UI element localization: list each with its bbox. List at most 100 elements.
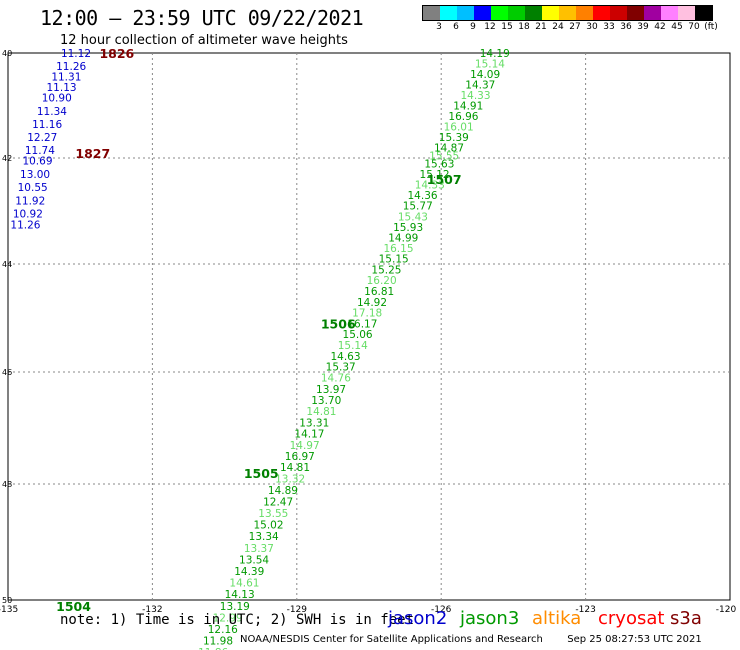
- wave-height-label: 13.70: [311, 395, 341, 407]
- footer-timestamp: Sep 25 08:27:53 UTC 2021: [567, 634, 702, 645]
- wave-height-label: 14.63: [330, 351, 360, 363]
- wave-height-label: 13.97: [316, 384, 346, 396]
- wave-height-label: 16.81: [364, 286, 394, 298]
- wave-height-label: 11.98: [203, 636, 233, 648]
- color-scale-label: 12: [484, 22, 496, 32]
- wave-height-label: 12.16: [208, 624, 238, 636]
- wave-height-label: 15.55: [429, 150, 459, 162]
- pass-number-label: 1505: [244, 466, 279, 481]
- color-swatch: [678, 6, 695, 20]
- color-scale-label: 70: [688, 22, 700, 32]
- wave-height-label: 11.26: [56, 61, 86, 73]
- color-scale-bar: [422, 5, 713, 21]
- legend-jason2: jason2: [388, 608, 448, 629]
- color-swatch: [593, 6, 610, 20]
- wave-height-label: 11.34: [37, 106, 67, 118]
- wave-height-label: 17.18: [352, 308, 382, 320]
- legend-s3a: s3a: [670, 608, 702, 629]
- wave-height-label: 10.55: [18, 182, 48, 194]
- footnote: note: 1) Time is in UTC; 2) SWH is in fe…: [60, 612, 415, 628]
- wave-height-label: 14.61: [229, 578, 259, 590]
- wave-height-label: 14.19: [480, 48, 510, 60]
- wave-height-label: 15.93: [393, 222, 423, 234]
- wave-height-label: 15.25: [371, 264, 401, 276]
- wave-height-label: 16.97: [285, 451, 315, 463]
- color-swatch: [695, 6, 712, 20]
- wave-height-label: 15.14: [338, 340, 368, 352]
- color-scale-label: 24: [552, 22, 564, 32]
- pass-number-label: 1827: [75, 146, 110, 161]
- color-scale-label: 27: [569, 22, 581, 32]
- color-swatch: [525, 6, 542, 20]
- wave-height-label: 15.39: [439, 132, 469, 144]
- pass-labels: 1826 1827 1507 1506 1505 1504: [56, 46, 461, 614]
- wave-height-label: 14.99: [388, 233, 418, 245]
- color-scale-label: 36: [620, 22, 632, 32]
- color-swatch: [542, 6, 559, 20]
- wave-height-label: 14.92: [357, 297, 387, 309]
- wave-height-label: 15.15: [379, 254, 409, 266]
- wave-height-label: 15.63: [424, 158, 454, 170]
- wave-height-label: 15.14: [475, 59, 505, 71]
- wave-height-label: 14.33: [460, 90, 490, 102]
- color-scale-label: 18: [518, 22, 530, 32]
- wave-height-label: 12.99: [213, 612, 243, 624]
- wave-height-label: 15.77: [403, 201, 433, 213]
- pass-number-label: 1506: [321, 316, 356, 331]
- wave-height-label: 13.55: [258, 508, 288, 520]
- wave-height-label: 16.17: [347, 318, 377, 330]
- lon-tick-label: -126: [431, 605, 452, 615]
- wave-height-label: 14.89: [268, 485, 298, 497]
- color-scale-label: 3: [436, 22, 442, 32]
- wave-height-label: 16.20: [367, 275, 397, 287]
- wave-height-label: 13.32: [275, 473, 305, 485]
- wave-height-label: 14.76: [321, 373, 351, 385]
- color-scale-label: 21: [535, 22, 547, 32]
- wave-height-label: 16.15: [383, 243, 413, 255]
- footer-credit: NOAA/NESDIS Center for Satellite Applica…: [240, 634, 702, 645]
- wave-height-label: 13.34: [249, 531, 279, 543]
- lat-tick-label: 50: [2, 596, 12, 605]
- wave-height-label: 12.27: [27, 132, 57, 144]
- color-scale-label: 30: [586, 22, 598, 32]
- wave-height-label: 14.91: [453, 101, 483, 113]
- lat-tick-label: 40: [2, 49, 12, 58]
- wave-height-label: 11.26: [10, 219, 40, 231]
- wave-height-label: 10.90: [42, 93, 72, 105]
- color-swatch: [559, 6, 576, 20]
- color-scale-label: 45: [671, 22, 683, 32]
- wave-height-label: 15.37: [326, 362, 356, 374]
- map-frame: [7, 52, 731, 601]
- color-swatch: [440, 6, 457, 20]
- map-grid: [8, 53, 730, 600]
- pass-number-label: 1507: [427, 172, 462, 187]
- footer-org: NOAA/NESDIS Center for Satellite Applica…: [240, 634, 543, 645]
- color-swatch: [508, 6, 525, 20]
- legend-altika: altika: [532, 608, 582, 629]
- wave-height-label: 14.81: [306, 406, 336, 418]
- wave-height-label: 16.01: [444, 122, 474, 134]
- color-swatch: [457, 6, 474, 20]
- color-scale-label: (ft): [704, 22, 718, 32]
- color-swatch: [661, 6, 678, 20]
- wave-height-label: 14.39: [234, 566, 264, 578]
- wave-height-label: 12.47: [263, 496, 293, 508]
- legend-jason3: jason3: [460, 608, 520, 629]
- wave-height-label: 13.37: [244, 543, 274, 555]
- color-swatch: [610, 6, 627, 20]
- wave-height-points: 11.1211.2611.3111.1310.9011.3411.1612.27…: [10, 48, 509, 650]
- chart-subtitle: 12 hour collection of altimeter wave hei…: [60, 33, 348, 48]
- color-swatch: [627, 6, 644, 20]
- lon-tick-label: -120: [716, 605, 737, 615]
- pass-number-label: 1826: [99, 46, 134, 61]
- wave-height-label: 11.12: [61, 48, 91, 60]
- wave-height-label: 15.43: [398, 211, 428, 223]
- wave-height-label: 11.13: [47, 82, 77, 94]
- wave-height-label: 11.86: [198, 647, 228, 650]
- wave-height-label: 13.19: [220, 601, 250, 613]
- color-scale-label: 33: [603, 22, 615, 32]
- lat-tick-label: 44: [2, 260, 12, 269]
- color-scale-label: 6: [453, 22, 459, 32]
- lon-tick-label: -135: [0, 605, 18, 615]
